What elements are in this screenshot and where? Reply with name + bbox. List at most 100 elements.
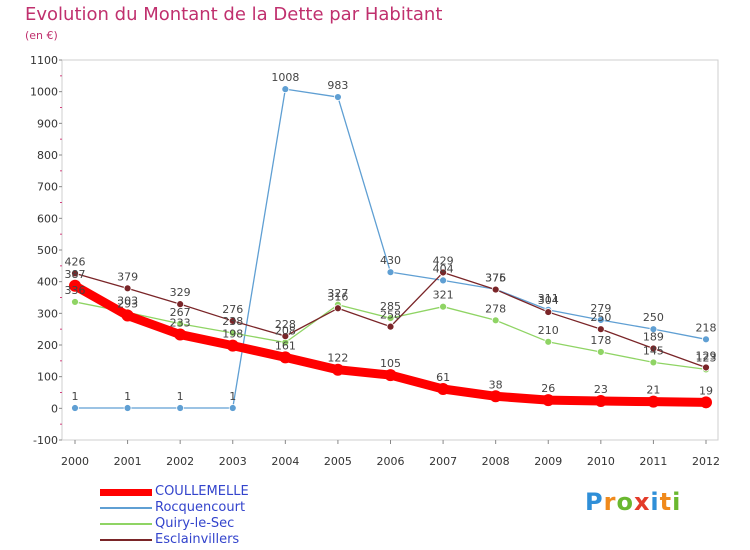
y-tick-label: 1000 <box>30 86 58 99</box>
data-label-quiry-le-sec: 327 <box>327 287 348 300</box>
data-point-coullemelle <box>594 395 607 408</box>
x-tick-label: 2007 <box>429 455 457 468</box>
data-point-quiry-le-sec <box>439 302 447 311</box>
data-point-rocquencourt <box>71 404 79 412</box>
y-tick-label: 400 <box>37 276 58 289</box>
plot-area <box>61 59 719 441</box>
data-point-rocquencourt <box>649 325 658 334</box>
data-label-rocquencourt: 1 <box>177 390 184 403</box>
logo-letter: i <box>672 488 682 516</box>
data-point-rocquencourt <box>596 316 605 324</box>
data-label-coullemelle: 38 <box>489 378 503 391</box>
y-tick-label: 700 <box>37 181 58 194</box>
data-label-esclainvillers: 250 <box>590 311 611 324</box>
y-tick-label: 500 <box>37 244 58 257</box>
data-point-esclainvillers <box>334 304 342 313</box>
y-tick-label: 800 <box>37 149 58 162</box>
data-point-rocquencourt <box>176 404 185 412</box>
data-point-quiry-le-sec <box>491 316 500 325</box>
data-label-rocquencourt: 404 <box>433 262 454 275</box>
x-tick-label: 2003 <box>219 455 247 468</box>
x-tick-label: 2012 <box>692 455 720 468</box>
x-tick-label: 2000 <box>61 455 89 468</box>
data-point-coullemelle <box>174 328 187 341</box>
data-point-coullemelle <box>226 339 239 352</box>
y-tick-label: 200 <box>37 339 58 352</box>
data-label-quiry-le-sec: 210 <box>538 324 559 337</box>
data-label-rocquencourt: 1008 <box>271 71 299 84</box>
data-label-coullemelle: 21 <box>646 384 660 397</box>
data-label-quiry-le-sec: 145 <box>643 344 664 357</box>
legend-swatch-coullemelle <box>100 489 152 496</box>
logo-letter: x <box>633 488 651 516</box>
legend-swatch-rocquencourt <box>100 507 152 509</box>
y-tick-label: 100 <box>37 371 58 384</box>
data-point-coullemelle <box>121 309 134 322</box>
data-label-quiry-le-sec: 238 <box>222 315 243 328</box>
data-label-quiry-le-sec: 321 <box>433 289 454 302</box>
x-tick-label: 2006 <box>377 455 405 468</box>
data-label-esclainvillers: 329 <box>170 286 191 299</box>
y-tick-label: 300 <box>37 307 58 320</box>
data-label-rocquencourt: 983 <box>327 79 348 92</box>
x-tick-label: 2009 <box>534 455 562 468</box>
data-point-quiry-le-sec <box>71 298 79 306</box>
x-tick-label: 2002 <box>166 455 194 468</box>
data-label-rocquencourt: 430 <box>380 254 401 267</box>
chart-subtitle: (en €) <box>25 29 58 42</box>
data-label-esclainvillers: 379 <box>117 270 138 283</box>
data-label-coullemelle: 23 <box>594 383 608 396</box>
data-label-coullemelle: 26 <box>541 382 555 395</box>
data-point-quiry-le-sec <box>544 337 553 346</box>
data-label-coullemelle: 293 <box>117 298 138 311</box>
data-label-quiry-le-sec: 178 <box>590 334 611 347</box>
data-point-esclainvillers <box>71 269 79 278</box>
x-tick-label: 2008 <box>482 455 510 468</box>
data-label-coullemelle: 387 <box>65 268 86 281</box>
data-point-coullemelle <box>700 396 712 409</box>
data-point-coullemelle <box>69 279 81 292</box>
chart-title: Evolution du Montant de la Dette par Hab… <box>25 4 443 25</box>
data-label-esclainvillers: 316 <box>327 290 348 303</box>
data-label-coullemelle: 198 <box>222 328 243 341</box>
legend-swatch-quiry-le-sec <box>100 523 152 525</box>
data-point-coullemelle <box>542 394 555 407</box>
data-point-esclainvillers <box>596 325 605 334</box>
y-tick-label: 900 <box>37 117 58 130</box>
legend-label-rocquencourt: Rocquencourt <box>155 500 246 515</box>
data-label-rocquencourt: 218 <box>696 321 717 334</box>
data-label-quiry-le-sec: 278 <box>485 302 506 315</box>
logo-letter: P <box>585 488 604 516</box>
data-point-quiry-le-sec <box>386 314 395 322</box>
data-label-quiry-le-sec: 336 <box>65 284 86 297</box>
data-label-esclainvillers: 426 <box>65 255 86 268</box>
data-label-esclainvillers: 304 <box>538 294 559 307</box>
data-point-esclainvillers <box>386 322 395 331</box>
data-label-quiry-le-sec: 208 <box>275 324 296 337</box>
data-point-coullemelle <box>489 390 502 403</box>
data-label-esclainvillers: 258 <box>380 309 401 322</box>
data-label-rocquencourt: 376 <box>485 271 506 284</box>
data-point-esclainvillers <box>702 363 710 372</box>
data-label-esclainvillers: 129 <box>696 349 717 362</box>
data-label-quiry-le-sec: 303 <box>117 294 138 307</box>
x-tick-label: 2005 <box>324 455 352 468</box>
data-point-quiry-le-sec <box>228 329 237 337</box>
data-label-coullemelle: 61 <box>436 371 450 384</box>
y-tick-label: -100 <box>33 434 58 447</box>
data-point-coullemelle <box>279 351 292 364</box>
y-tick-label: 600 <box>37 212 58 225</box>
logo-letter: t <box>659 488 673 516</box>
data-label-rocquencourt: 1 <box>229 390 236 403</box>
data-label-rocquencourt: 279 <box>590 302 611 315</box>
data-point-quiry-le-sec <box>649 358 658 367</box>
legend-label-esclainvillers: Esclainvillers <box>155 532 240 547</box>
y-tick-label: 0 <box>51 402 58 415</box>
data-label-esclainvillers: 189 <box>643 330 664 343</box>
data-label-esclainvillers: 276 <box>222 303 243 316</box>
data-label-rocquencourt: 311 <box>538 292 559 305</box>
x-tick-label: 2010 <box>587 455 615 468</box>
data-point-quiry-le-sec <box>176 319 185 328</box>
legend-label-coullemelle: COULLEMELLE <box>155 484 249 499</box>
x-tick-label: 2004 <box>271 455 299 468</box>
